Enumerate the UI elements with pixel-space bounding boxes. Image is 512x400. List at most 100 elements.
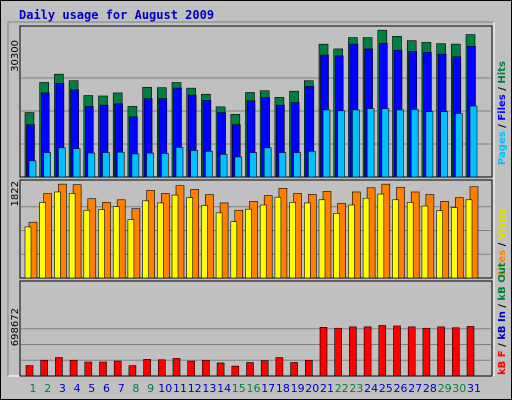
bar-kbf bbox=[246, 362, 254, 377]
legend-entry: kB F bbox=[497, 350, 508, 375]
bar-visits bbox=[230, 221, 238, 279]
bar-kbf bbox=[113, 360, 122, 377]
bar-visits bbox=[24, 226, 32, 279]
bar-kbf bbox=[158, 359, 166, 377]
bar-kbf bbox=[407, 326, 416, 377]
legend-entry: / bbox=[497, 121, 508, 132]
bar-pages bbox=[205, 150, 213, 178]
bar-kbf bbox=[349, 326, 357, 377]
day-label: 4 bbox=[74, 382, 81, 395]
ymax-label: 698672 bbox=[10, 308, 21, 346]
day-label: 10 bbox=[158, 382, 172, 395]
bar-kbf bbox=[69, 359, 78, 377]
bar-pages bbox=[352, 109, 360, 178]
bar-visits bbox=[98, 209, 105, 279]
bar-pages bbox=[190, 150, 198, 178]
day-label: 18 bbox=[276, 382, 290, 395]
bar-visits bbox=[259, 204, 267, 279]
day-label: 24 bbox=[364, 382, 378, 395]
day-label: 9 bbox=[147, 382, 154, 395]
bar-kbf bbox=[216, 362, 225, 377]
day-label: 1 bbox=[30, 382, 37, 395]
bar-visits bbox=[318, 199, 326, 279]
bar-pages bbox=[43, 152, 52, 178]
bar-visits bbox=[245, 208, 252, 279]
bar-pages bbox=[263, 147, 272, 178]
bar-pages bbox=[87, 152, 96, 178]
bar-pages bbox=[410, 109, 419, 178]
legend-entry: / bbox=[497, 239, 508, 250]
bar-visits bbox=[201, 205, 208, 279]
bar-pages bbox=[396, 109, 404, 178]
bar-visits bbox=[215, 212, 223, 279]
bar-kbf bbox=[319, 327, 328, 377]
bar-kbf bbox=[231, 365, 240, 377]
bar-pages bbox=[146, 152, 154, 178]
day-label: 27 bbox=[408, 382, 422, 395]
bar-pages bbox=[337, 110, 346, 178]
legend-entry: Visits bbox=[497, 208, 508, 239]
bar-pages bbox=[175, 147, 184, 178]
legend-entry: Files bbox=[497, 94, 508, 120]
day-label: 11 bbox=[173, 382, 187, 395]
day-label: 19 bbox=[291, 382, 305, 395]
bar-pages bbox=[425, 111, 434, 178]
legend: kB F / kB In / kB Out bbox=[497, 262, 508, 375]
day-label: 7 bbox=[118, 382, 125, 395]
bar-visits bbox=[348, 204, 355, 279]
bar-visits bbox=[83, 209, 91, 279]
bar-visits bbox=[465, 199, 473, 279]
bar-pages bbox=[219, 154, 228, 178]
bar-kbf bbox=[172, 358, 181, 377]
bar-visits bbox=[68, 193, 76, 279]
legend-entry: / bbox=[497, 340, 508, 351]
bar-pages bbox=[249, 152, 257, 178]
bar-kbf bbox=[437, 326, 445, 377]
bar-visits bbox=[377, 193, 385, 279]
bar-visits bbox=[274, 196, 282, 279]
bar-kbf bbox=[304, 359, 313, 377]
bar-visits bbox=[171, 194, 179, 279]
bar-kbf bbox=[84, 361, 93, 377]
day-label: 6 bbox=[103, 382, 110, 395]
bar-visits bbox=[127, 219, 135, 279]
chart-title: Daily usage for August 2009 bbox=[19, 8, 215, 22]
bar-pages bbox=[58, 147, 66, 178]
bar-visits bbox=[406, 202, 414, 279]
panel-frame bbox=[19, 280, 493, 377]
bar-pages bbox=[381, 108, 390, 178]
bar-kbf bbox=[393, 325, 401, 377]
bar-kbf bbox=[128, 365, 137, 377]
bar-kbf bbox=[422, 327, 431, 377]
bar-kbf bbox=[466, 326, 475, 377]
bar-kbf bbox=[55, 357, 63, 377]
day-label: 29 bbox=[438, 382, 452, 395]
legend-entry: / bbox=[497, 84, 508, 95]
day-label: 8 bbox=[132, 382, 139, 395]
bar-visits bbox=[112, 206, 120, 279]
bar-pages bbox=[454, 113, 463, 178]
day-label: 26 bbox=[394, 382, 408, 395]
legend-entry: Hits bbox=[497, 61, 508, 84]
bar-pages bbox=[72, 148, 81, 178]
bar-visits bbox=[362, 197, 370, 279]
legend-entry: kB Out bbox=[497, 262, 508, 300]
legend-entry: kB In bbox=[497, 311, 508, 340]
day-label: 12 bbox=[188, 382, 202, 395]
bar-kbf bbox=[187, 360, 195, 377]
bar-kbf bbox=[334, 327, 343, 377]
day-label: 13 bbox=[202, 382, 216, 395]
bar-visits bbox=[157, 202, 164, 279]
bar-kbf bbox=[451, 327, 460, 377]
day-label: 5 bbox=[88, 382, 95, 395]
bar-visits bbox=[450, 207, 458, 279]
bar-kbf bbox=[25, 365, 34, 377]
bar-visits bbox=[333, 213, 341, 279]
bar-visits bbox=[186, 197, 193, 279]
bar-kbf bbox=[290, 362, 298, 377]
day-label: 15 bbox=[232, 382, 246, 395]
bar-kbf bbox=[99, 361, 107, 377]
bar-pages bbox=[322, 109, 331, 178]
bar-pages bbox=[28, 160, 37, 178]
day-label: 16 bbox=[247, 382, 261, 395]
